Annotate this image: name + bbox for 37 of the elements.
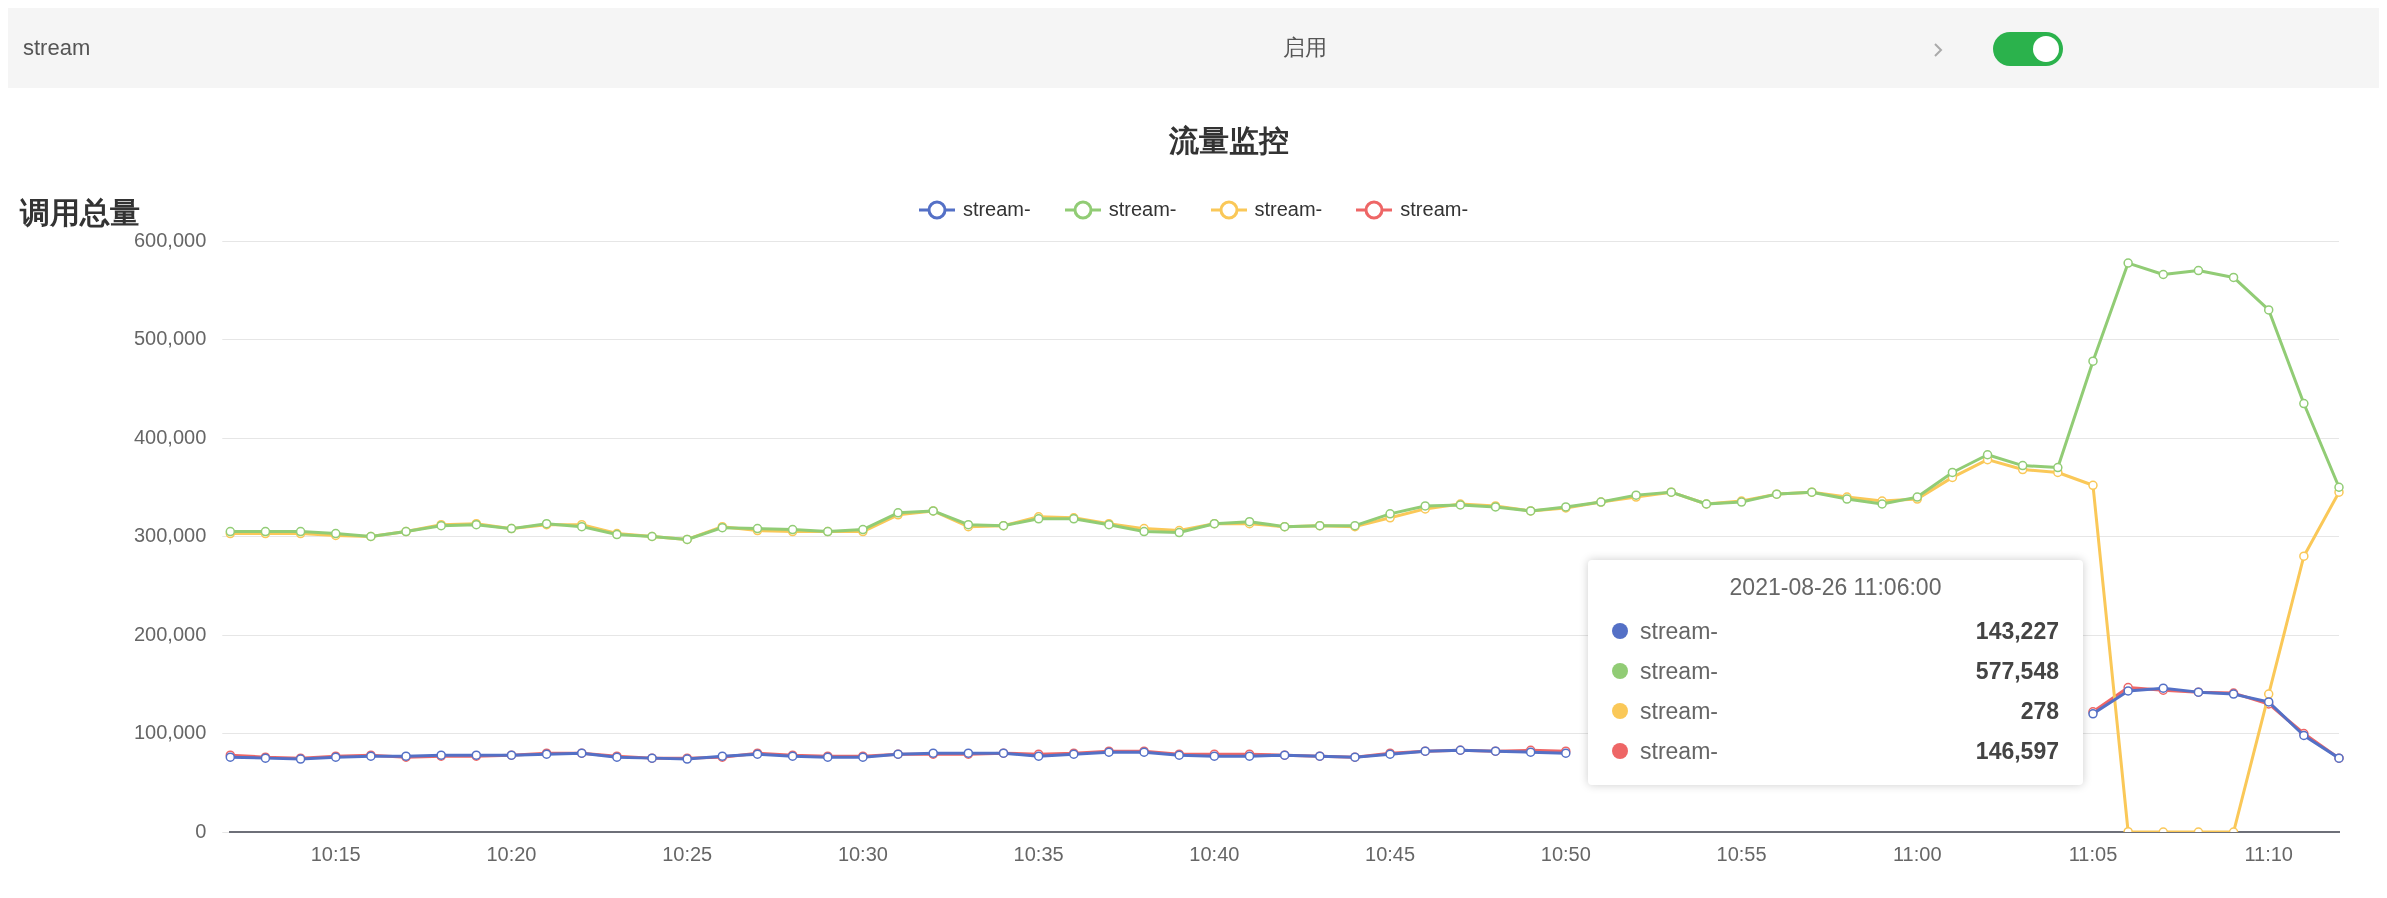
x-tick-label: 10:25 — [662, 842, 713, 865]
y-tick-label: 600,000 — [134, 228, 207, 251]
annotation: 143,227 — [1975, 617, 2059, 645]
y-tick-label: 500,000 — [134, 327, 207, 350]
x-tick-label: 10:45 — [1365, 842, 1416, 865]
text: stream- — [1640, 657, 1718, 684]
y-tick-label: 0 — [195, 819, 207, 842]
x-tick-label: 10:35 — [1013, 842, 1064, 865]
y-axis-title: 调用总量 — [19, 196, 140, 230]
x-tick-label: 10:30 — [837, 842, 888, 865]
text: stream- — [1400, 198, 1469, 220]
text: 启用 — [1283, 34, 1327, 62]
x-tick-label: 10:40 — [1189, 842, 1240, 865]
x-tick-label: 10:50 — [1540, 842, 1591, 865]
point — [2123, 686, 2133, 696]
y-tick-label: 100,000 — [134, 721, 207, 744]
legend-label: stream- — [1640, 737, 1719, 765]
y-tick-label: 300,000 — [134, 524, 207, 547]
x-tick-label: 10:20 — [486, 842, 537, 865]
y-tick-label: 400,000 — [134, 425, 207, 448]
chart-title: 流量监控 — [1167, 124, 1289, 158]
legend-label: stream- — [1640, 617, 1719, 645]
text: stream- — [962, 198, 1031, 220]
x-tick-label: 11:00 — [1892, 842, 1942, 865]
annotation: 577,548 — [1975, 657, 2059, 685]
legend-label: stream- — [1640, 697, 1719, 725]
legend-label: stream- — [1108, 198, 1177, 221]
annotation: 146,597 — [1975, 737, 2059, 765]
x-tick-label: 10:15 — [310, 842, 361, 865]
x-tick-label: 11:10 — [2244, 842, 2293, 865]
x-tick-label: 10:55 — [1716, 842, 1767, 865]
annotation: 2021-08-26 11:06:00 — [1728, 574, 1943, 601]
x-tick-label: 11:05 — [2068, 842, 2118, 865]
text: stream- — [1254, 198, 1323, 220]
annotation: 278 — [2020, 697, 2059, 725]
y-tick-label: 200,000 — [134, 622, 207, 645]
text: stream — [23, 35, 91, 61]
